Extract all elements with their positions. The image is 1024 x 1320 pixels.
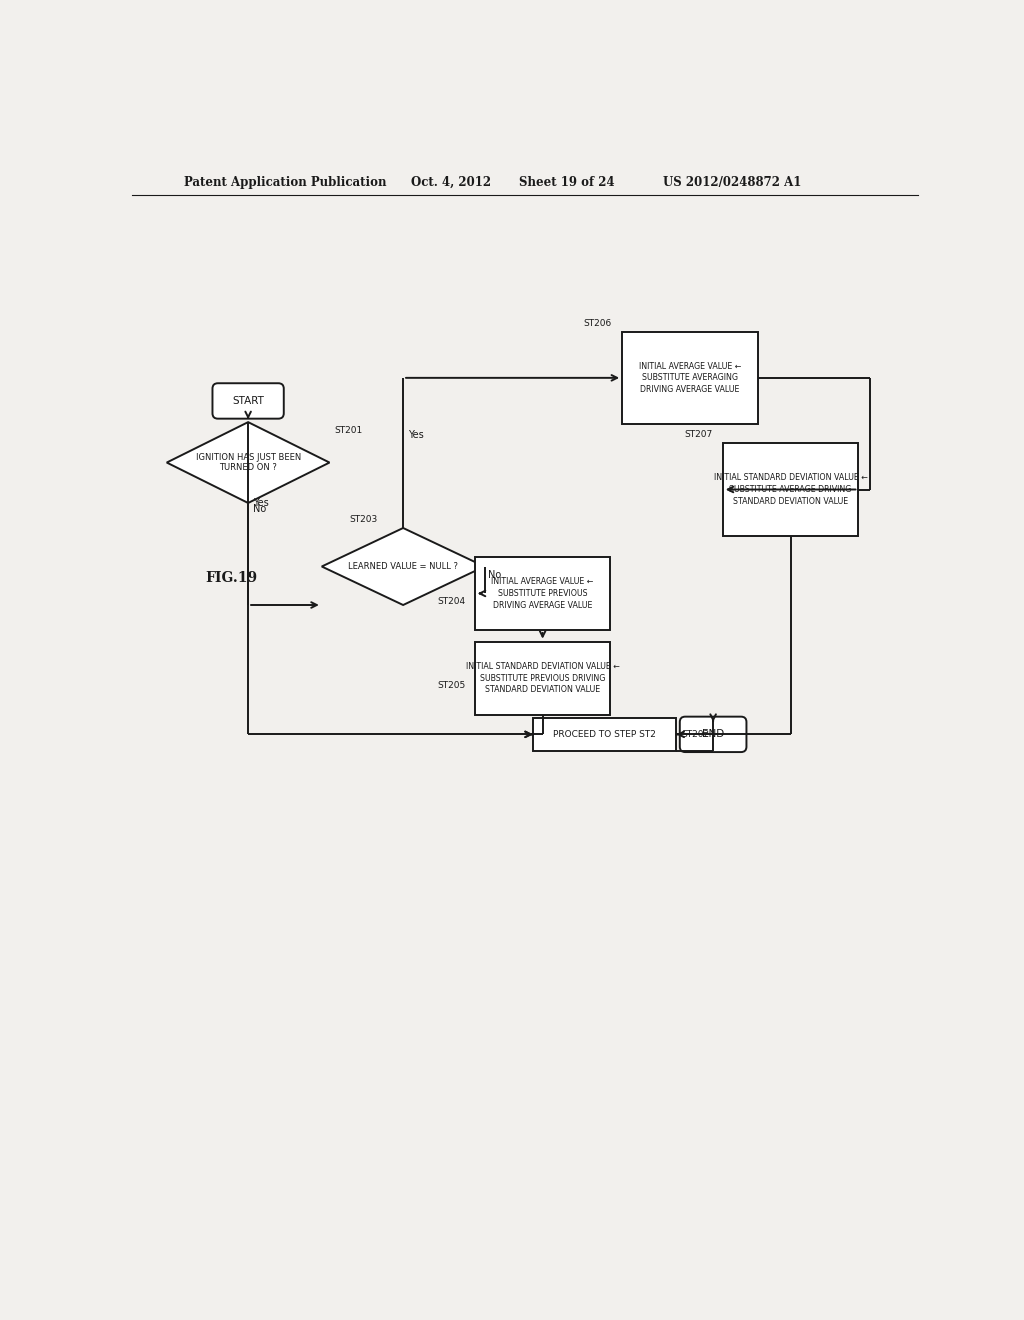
- Polygon shape: [167, 422, 330, 503]
- Text: INITIAL AVERAGE VALUE ←
SUBSTITUTE AVERAGING
DRIVING AVERAGE VALUE: INITIAL AVERAGE VALUE ← SUBSTITUTE AVERA…: [639, 362, 741, 395]
- Text: INITIAL STANDARD DEVIATION VALUE ←
SUBSTITUTE AVERAGE DRIVING
STANDARD DEVIATION: INITIAL STANDARD DEVIATION VALUE ← SUBST…: [714, 473, 867, 506]
- Text: ST203: ST203: [349, 515, 377, 524]
- Text: ST205: ST205: [437, 681, 466, 690]
- Text: No: No: [488, 570, 502, 579]
- Bar: [475, 642, 610, 714]
- Text: US 2012/0248872 A1: US 2012/0248872 A1: [663, 176, 801, 189]
- Polygon shape: [322, 528, 484, 605]
- Text: END: END: [702, 730, 724, 739]
- Bar: [622, 331, 758, 424]
- Text: INITIAL AVERAGE VALUE ←
SUBSTITUTE PREVIOUS
DRIVING AVERAGE VALUE: INITIAL AVERAGE VALUE ← SUBSTITUTE PREVI…: [492, 577, 594, 610]
- Text: START: START: [232, 396, 264, 407]
- Text: INITIAL STANDARD DEVIATION VALUE ←
SUBSTITUTE PREVIOUS DRIVING
STANDARD DEVIATIO: INITIAL STANDARD DEVIATION VALUE ← SUBST…: [466, 661, 620, 694]
- FancyBboxPatch shape: [680, 717, 746, 752]
- Text: Sheet 19 of 24: Sheet 19 of 24: [519, 176, 615, 189]
- Text: ST202: ST202: [681, 730, 709, 739]
- Text: ST204: ST204: [437, 597, 466, 606]
- Text: LEARNED VALUE = NULL ?: LEARNED VALUE = NULL ?: [348, 562, 458, 572]
- Text: Oct. 4, 2012: Oct. 4, 2012: [411, 176, 490, 189]
- Text: IGNITION HAS JUST BEEN
TURNED ON ?: IGNITION HAS JUST BEEN TURNED ON ?: [196, 453, 301, 473]
- Text: PROCEED TO STEP ST2: PROCEED TO STEP ST2: [553, 730, 656, 739]
- FancyBboxPatch shape: [212, 383, 284, 418]
- Bar: [723, 444, 858, 536]
- Text: ST201: ST201: [334, 426, 362, 436]
- Text: Patent Application Publication: Patent Application Publication: [183, 176, 386, 189]
- Text: ST207: ST207: [684, 430, 713, 440]
- Text: ST206: ST206: [584, 319, 611, 327]
- Text: FIG.19: FIG.19: [206, 572, 258, 585]
- Text: Yes: Yes: [408, 429, 424, 440]
- Text: Yes: Yes: [253, 498, 268, 508]
- Bar: [532, 718, 676, 751]
- Bar: [475, 557, 610, 630]
- Text: No: No: [253, 504, 266, 515]
